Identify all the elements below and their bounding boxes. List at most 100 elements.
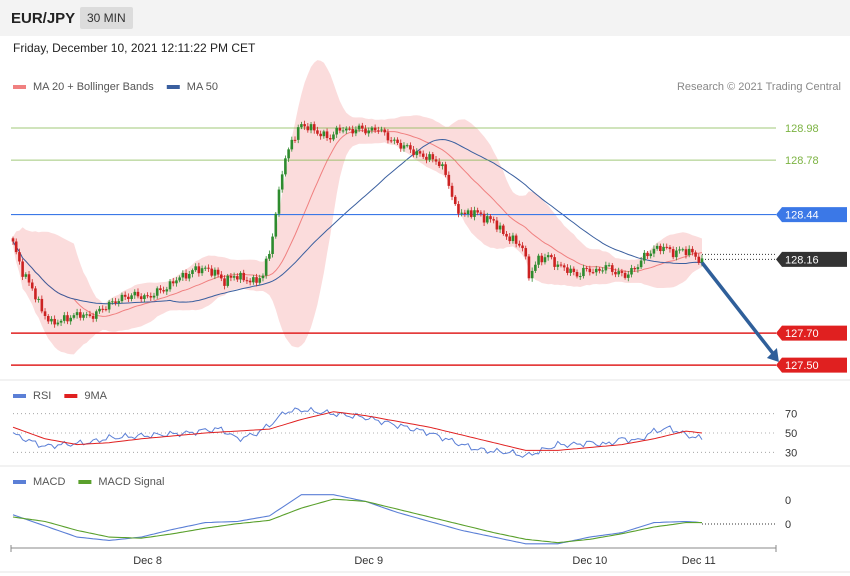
candle-body <box>95 311 98 319</box>
candle-body <box>332 134 335 140</box>
candle-body <box>325 131 329 139</box>
candle-body <box>495 220 499 230</box>
candle-body <box>601 270 604 272</box>
candle-body <box>646 252 649 257</box>
level-tag[interactable]: 128.16 <box>776 251 847 267</box>
candle-body <box>101 308 105 310</box>
price-candle <box>380 126 383 133</box>
price-candle <box>527 254 531 281</box>
price-candle <box>636 264 640 273</box>
candle-body <box>453 196 457 205</box>
candle-body <box>662 246 665 252</box>
candle-body <box>37 298 40 300</box>
price-candle <box>537 253 540 268</box>
price-candle <box>469 207 473 219</box>
level-label: 128.78 <box>785 155 819 167</box>
price-candle <box>572 266 576 276</box>
candle-body <box>383 129 387 133</box>
price-candle <box>614 268 617 278</box>
candle-body <box>575 272 579 277</box>
price-candle <box>146 292 149 299</box>
bollinger-band <box>13 60 702 355</box>
price-candle <box>114 297 117 306</box>
candle-body <box>107 301 111 310</box>
rsi-tick-label: 50 <box>785 428 797 440</box>
price-candle <box>508 233 512 245</box>
candle-body <box>56 322 60 325</box>
candle-body <box>72 315 76 318</box>
price-candle <box>643 249 646 264</box>
price-candle <box>370 125 374 134</box>
candle-body <box>594 268 598 273</box>
level-tag[interactable]: 127.50 <box>776 357 847 373</box>
ma50-line <box>12 138 703 305</box>
candle-body <box>700 258 704 263</box>
price-candle <box>239 271 242 283</box>
candle-body <box>399 142 403 149</box>
price-candle <box>264 256 268 279</box>
candle-body <box>194 266 197 271</box>
symbol-label[interactable]: EUR/JPY <box>11 10 76 27</box>
price-candle <box>601 267 604 274</box>
price-candle <box>316 126 319 136</box>
price-candle <box>187 270 191 282</box>
price-candle <box>123 291 127 301</box>
price-candle <box>75 308 79 319</box>
candle-body <box>248 280 252 283</box>
legend-label: RSI <box>33 390 51 402</box>
candle-body <box>402 145 406 149</box>
candle-body <box>566 267 569 273</box>
candle-body <box>252 277 255 283</box>
price-candle <box>489 214 492 223</box>
price-candle <box>409 142 412 153</box>
candle-body <box>434 159 438 162</box>
candle-body <box>223 278 226 286</box>
price-candle <box>671 246 675 260</box>
candle-body <box>335 127 338 135</box>
timeframe-badge[interactable]: 30 MIN <box>80 7 133 29</box>
candle-body <box>569 268 572 273</box>
candle-body <box>175 280 178 284</box>
candle-body <box>511 235 515 242</box>
price-candle <box>562 263 566 271</box>
price-candle <box>312 121 316 134</box>
candle-body <box>146 295 149 297</box>
level-tag[interactable]: 128.44 <box>776 207 847 223</box>
price-candle <box>245 276 249 285</box>
price-candle <box>620 268 624 277</box>
candle-body <box>502 225 505 234</box>
legend-swatch <box>13 85 26 89</box>
price-candle <box>107 299 111 313</box>
candle-body <box>242 272 246 281</box>
price-candle <box>511 232 515 244</box>
price-candle <box>351 125 354 137</box>
price-candle <box>252 275 255 285</box>
price-candle <box>524 245 528 260</box>
price-candle <box>24 272 28 279</box>
candle-body <box>437 161 441 167</box>
price-candle <box>460 209 463 217</box>
legend-label: MACD Signal <box>98 476 164 488</box>
candle-body <box>431 154 435 160</box>
price-candle <box>453 195 457 206</box>
level-tag[interactable]: 127.70 <box>776 325 847 341</box>
x-tick-label: Dec 11 <box>682 555 716 567</box>
candle-body <box>633 268 637 270</box>
candle-body <box>62 315 66 321</box>
price-candle <box>402 142 406 152</box>
candle-body <box>643 252 646 261</box>
candle-body <box>226 275 230 286</box>
price-candle <box>59 319 63 327</box>
candle-body <box>518 243 521 246</box>
panel-borders <box>0 379 850 573</box>
price-candle <box>652 245 656 258</box>
price-candle <box>216 267 220 278</box>
candle-body <box>562 265 566 268</box>
candle-body <box>277 189 281 214</box>
candle-body <box>389 140 393 142</box>
candle-body <box>623 272 627 278</box>
candle-body <box>287 149 290 159</box>
candle-body <box>405 145 409 147</box>
candle-body <box>168 281 172 290</box>
